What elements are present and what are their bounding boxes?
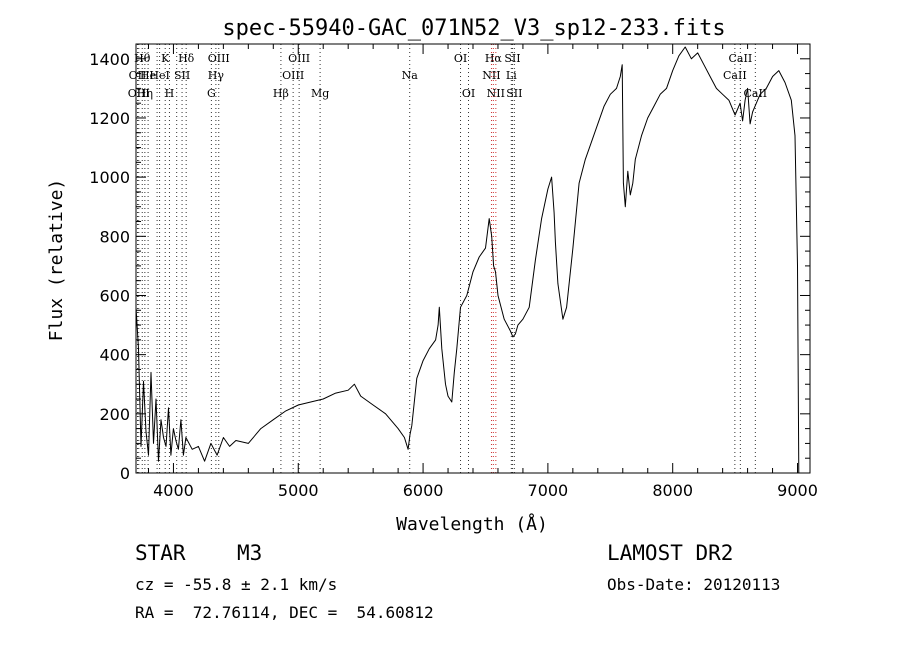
marker-label: SII: [174, 69, 190, 82]
y-tick-label: 1000: [89, 168, 130, 187]
marker-label: OIII: [282, 69, 304, 82]
marker-label: CaII: [729, 52, 753, 65]
marker-label: OI: [462, 87, 475, 100]
y-tick-label: 1400: [89, 50, 130, 69]
marker-label: H: [165, 87, 175, 100]
line-markers: [136, 44, 756, 473]
marker-label: NII: [482, 69, 500, 82]
x-tick-label: 7000: [528, 481, 569, 500]
y-tick-label: 200: [99, 405, 130, 424]
y-tick-label: 800: [99, 227, 130, 246]
y-tick-label: 1200: [89, 109, 130, 128]
x-axis: 4000 5000 6000 7000 8000 9000: [147, 44, 818, 500]
plot-frame: [135, 43, 811, 474]
marker-label: CaII: [723, 69, 747, 82]
marker-label: OIII: [288, 52, 310, 65]
object-class: STAR: [135, 541, 186, 565]
marker-label: Mg: [311, 87, 329, 100]
y-axis-label: Flux (relative): [46, 179, 67, 342]
x-tick-label: 9000: [777, 481, 818, 500]
object-subclass: M3: [237, 541, 263, 565]
marker-label: Hδ: [178, 52, 195, 65]
marker-label: SII: [506, 87, 522, 100]
line-marker-labels: OIIOIIIHθHηHeHeIKHSIIHδGHγOIIIHβOIIIOIII…: [128, 52, 767, 100]
marker-label: NII: [487, 87, 505, 100]
chart-title: spec-55940-GAC_071N52_V3_sp12-233.fits: [222, 16, 725, 41]
y-tick-label: 400: [99, 346, 130, 365]
marker-label: K: [161, 52, 170, 65]
marker-label: G: [207, 87, 216, 100]
marker-label: OII: [129, 69, 147, 82]
marker-label: Hγ: [208, 69, 225, 82]
y-axis: 0 200 400 600 800 1000 1200 1400: [89, 50, 810, 483]
x-tick-label: 8000: [652, 481, 693, 500]
marker-label: Hβ: [273, 87, 289, 100]
sky-coordinates: RA = 72.76114, DEC = 54.60812: [135, 603, 434, 622]
survey-name: LAMOST DR2: [607, 541, 734, 565]
observation-date: Obs-Date: 20120113: [607, 575, 781, 594]
marker-label: OIII: [208, 52, 230, 65]
marker-label: OI: [454, 52, 467, 65]
marker-label: Li: [506, 69, 517, 82]
x-axis-label: Wavelength (Å): [396, 513, 548, 535]
marker-label: CaII: [743, 87, 767, 100]
marker-label: OIII: [128, 87, 150, 100]
marker-label: Hη: [137, 87, 153, 100]
y-tick-label: 0: [120, 464, 130, 483]
y-tick-label: 600: [99, 286, 130, 305]
marker-label: Na: [402, 69, 419, 82]
marker-label: HeI: [149, 69, 169, 82]
x-tick-label: 5000: [278, 481, 319, 500]
x-tick-label: 4000: [153, 481, 194, 500]
marker-label: Hα: [485, 52, 503, 65]
spectrum-line: [135, 46, 800, 474]
redshift-value: cz = -55.8 ± 2.1 km/s: [135, 575, 338, 594]
x-tick-label: 6000: [403, 481, 444, 500]
marker-label: SII: [504, 52, 520, 65]
marker-label: He: [140, 69, 156, 82]
